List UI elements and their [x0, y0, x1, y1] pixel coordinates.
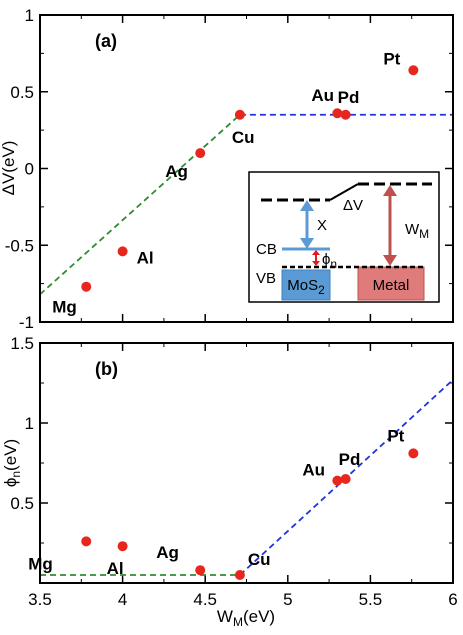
point-label-ag: Ag	[156, 543, 179, 562]
point-label-pt: Pt	[387, 426, 404, 445]
panel-label: (b)	[95, 359, 118, 379]
data-point-cu	[235, 570, 245, 580]
data-point-al	[118, 246, 128, 256]
x-tick-label: 5	[283, 590, 292, 609]
point-label-pd: Pd	[338, 88, 360, 107]
y-tick-label: 0.5	[10, 83, 34, 102]
data-point-pt	[408, 65, 418, 75]
x-tick-label: 4.5	[193, 590, 217, 609]
y-tick-label: -1	[19, 313, 34, 332]
x-tick-label: 6	[448, 590, 457, 609]
point-label-al: Al	[137, 248, 154, 267]
data-point-au	[332, 108, 342, 118]
data-point-pd	[341, 474, 351, 484]
point-label-al: Al	[107, 559, 124, 578]
data-point-mg	[81, 536, 91, 546]
point-label-mg: Mg	[52, 298, 77, 317]
chi-label: X	[317, 217, 327, 234]
vb-label: VB	[256, 270, 276, 287]
plot-frame	[40, 343, 453, 583]
data-point-pd	[341, 110, 351, 120]
data-point-ag	[195, 148, 205, 158]
y-axis-title: ϕn(eV)	[1, 439, 23, 487]
panel-label: (a)	[95, 31, 117, 51]
point-label-pt: Pt	[383, 49, 400, 68]
y-axis-title: ΔV(eV)	[0, 141, 18, 196]
y-tick-label: -0.5	[5, 236, 34, 255]
y-tick-label: 0.5	[10, 494, 34, 513]
y-tick-label: 1	[25, 414, 34, 433]
y-tick-label: 0	[25, 160, 34, 179]
data-point-ag	[195, 565, 205, 575]
x-axis-title: WM(eV)	[217, 607, 275, 629]
data-point-mg	[81, 282, 91, 292]
data-point-cu	[235, 110, 245, 120]
data-point-al	[118, 541, 128, 551]
metal-label: Metal	[373, 277, 410, 294]
x-tick-label: 4	[118, 590, 127, 609]
point-label-cu: Cu	[248, 550, 271, 569]
point-label-cu: Cu	[232, 128, 255, 147]
data-point-pt	[408, 448, 418, 458]
x-tick-label: 5.5	[359, 590, 383, 609]
x-tick-label: 3.5	[28, 590, 52, 609]
point-label-ag: Ag	[165, 162, 188, 181]
fit-line-green	[40, 115, 240, 295]
point-label-au: Au	[311, 86, 334, 105]
delta-v-label: ΔV	[343, 197, 363, 214]
y-tick-label: 1	[25, 6, 34, 25]
point-label-au: Au	[302, 461, 325, 480]
point-label-pd: Pd	[339, 450, 361, 469]
cb-label: CB	[256, 241, 277, 258]
data-point-au	[332, 476, 342, 486]
y-tick-label: 1.5	[10, 334, 34, 353]
